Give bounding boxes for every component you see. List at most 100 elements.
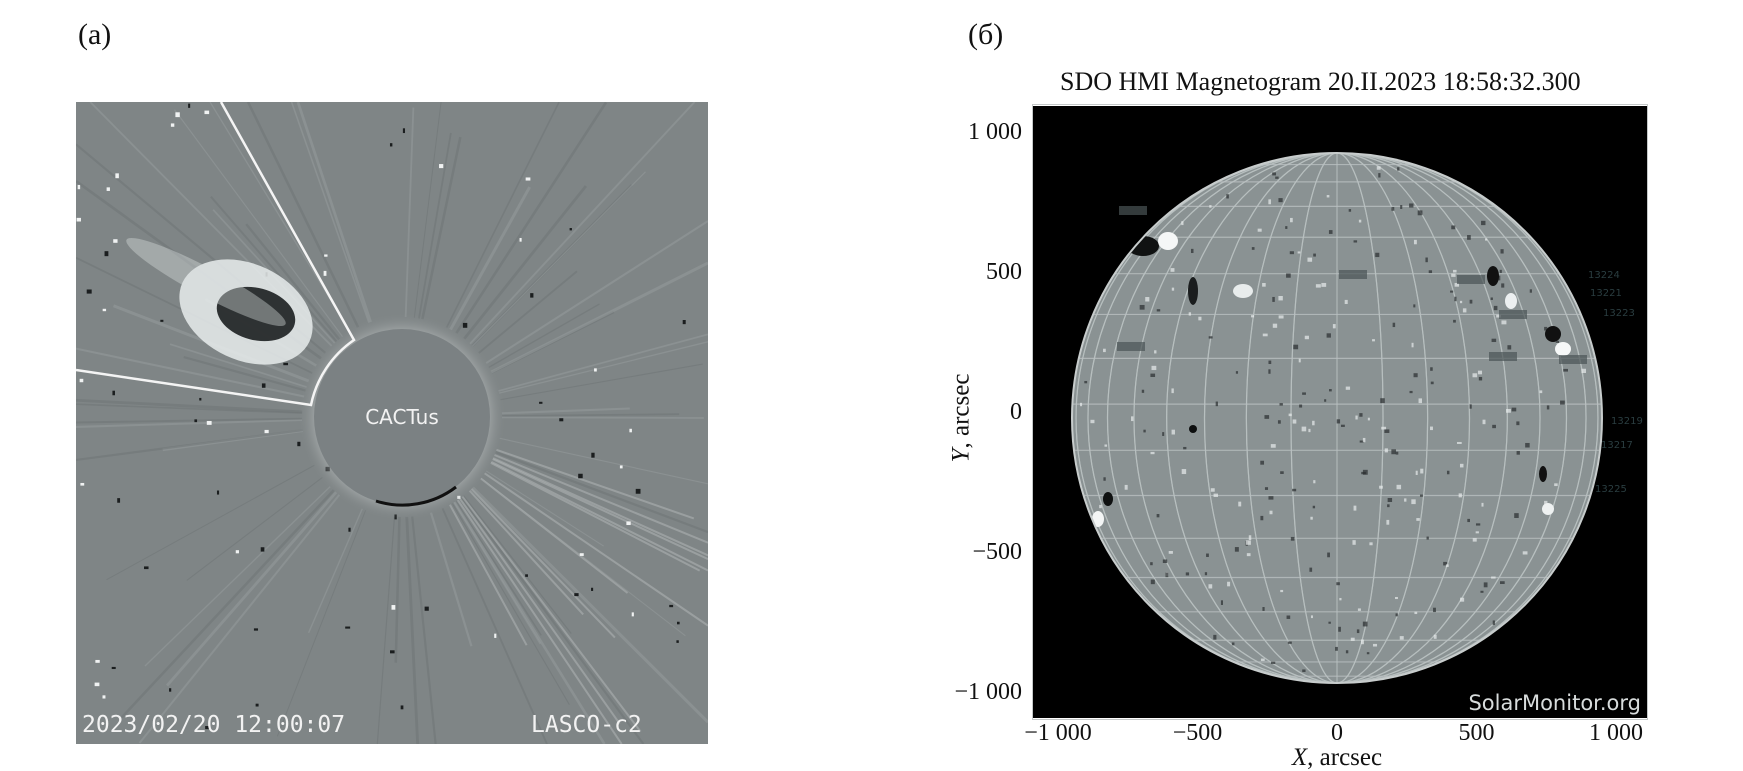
- magnetic-element: [1420, 468, 1424, 474]
- coronal-streak: [459, 497, 621, 725]
- magnetic-element: [1451, 225, 1456, 230]
- magnetic-element: [1511, 407, 1517, 412]
- magnetic-element: [1150, 579, 1155, 585]
- star-speck: [677, 621, 680, 625]
- magnetic-element: [1525, 442, 1530, 448]
- star-speck: [591, 587, 594, 591]
- magnetic-element: [1362, 437, 1366, 443]
- magnetic-element: [1563, 368, 1568, 372]
- heliographic-grid: [1072, 153, 1602, 683]
- star-speck: [205, 726, 210, 730]
- coronal-streak: [484, 472, 708, 627]
- magnetic-element: [1359, 440, 1365, 443]
- magnetic-element: [1453, 269, 1457, 273]
- star-speck: [104, 251, 109, 257]
- magnetic-element: [1208, 584, 1213, 589]
- star-speck: [391, 605, 396, 610]
- magnetic-element: [1369, 542, 1373, 546]
- magnetic-element: [1392, 322, 1396, 328]
- magnetic-element: [1469, 404, 1472, 409]
- hmi-magnetogram-plot: 13224 13221 13223 13219 13217 13225 SolarMoni…: [1033, 106, 1647, 718]
- magnetic-element: [1413, 239, 1417, 245]
- magnetic-element: [1297, 251, 1301, 254]
- active-region-label-box: [1489, 352, 1517, 361]
- star-speck: [76, 217, 81, 222]
- magnetic-element: [1286, 615, 1291, 619]
- magnetic-element: [1395, 613, 1398, 617]
- magnetic-element: [1162, 559, 1168, 563]
- x-axis-variable: X: [1291, 744, 1308, 771]
- magnetic-element: [1302, 392, 1306, 395]
- active-region-label-box: [1339, 270, 1367, 279]
- magnetic-element: [1555, 340, 1560, 344]
- star-speck: [323, 270, 327, 276]
- active-region-spot: [1188, 277, 1198, 305]
- star-speck: [578, 473, 583, 479]
- magnetic-element: [1162, 432, 1165, 436]
- star-speck: [77, 184, 81, 190]
- magnetic-element: [1514, 513, 1519, 519]
- magnetic-element: [1413, 304, 1416, 308]
- magnetic-element: [1156, 514, 1160, 518]
- magnetic-element: [1397, 167, 1400, 171]
- y-tick-label: 500: [986, 259, 1022, 285]
- magnetic-element: [1359, 413, 1363, 417]
- star-speck: [626, 521, 631, 526]
- magnetic-element: [1491, 576, 1496, 579]
- coronal-streak: [469, 102, 696, 345]
- magnetic-element: [1340, 424, 1345, 427]
- magnetic-element: [1430, 381, 1434, 385]
- magnetic-element: [1516, 451, 1520, 455]
- magnetic-element: [1338, 626, 1341, 632]
- star-speck: [324, 254, 328, 257]
- coronal-streak: [451, 503, 570, 705]
- magnetic-element: [1459, 300, 1463, 304]
- magnetic-element: [1171, 429, 1175, 435]
- limb: [1071, 152, 1603, 684]
- star-speck: [424, 606, 429, 611]
- magnetic-element: [1208, 336, 1213, 339]
- magnetic-element: [1326, 195, 1330, 198]
- magnetic-element: [1103, 477, 1106, 481]
- star-speck: [115, 173, 119, 179]
- active-region-label: 13217: [1601, 440, 1633, 451]
- magnetic-element: [1456, 441, 1462, 444]
- magnetic-element: [1304, 335, 1309, 340]
- magnetic-element: [1433, 607, 1436, 613]
- magnetic-element: [1478, 376, 1483, 381]
- magnetic-element: [1417, 210, 1423, 216]
- star-speck: [676, 640, 679, 643]
- magnetic-element: [1430, 367, 1433, 371]
- magnetic-element: [1231, 642, 1235, 646]
- magnetic-element: [1150, 451, 1155, 455]
- active-region-spot: [1487, 266, 1499, 286]
- coronal-streak: [144, 486, 331, 667]
- coronal-streak: [186, 477, 323, 581]
- active-region-spot: [1545, 326, 1561, 342]
- magnetic-element: [1329, 389, 1332, 392]
- meridian-line: [1133, 153, 1541, 683]
- magnetic-element: [1272, 172, 1277, 176]
- x-axis-label: X, arcsec: [1292, 745, 1382, 770]
- magnetic-element: [1257, 228, 1262, 232]
- magnetic-element: [1485, 238, 1488, 241]
- magnetic-element: [1425, 257, 1428, 263]
- magnetic-element: [1472, 373, 1478, 378]
- timestamp-overlay: 2023/02/20 12:00:07: [82, 712, 345, 738]
- magnetic-element: [1293, 344, 1299, 350]
- active-region-spot: [1103, 492, 1113, 506]
- magnetic-element: [1328, 230, 1333, 234]
- coronal-streak: [478, 270, 578, 354]
- magnetic-element: [1353, 505, 1357, 511]
- star-speck: [204, 110, 210, 115]
- magnetic-element: [1492, 424, 1496, 429]
- star-speck: [439, 164, 444, 169]
- magnetic-element: [1269, 510, 1273, 515]
- magnetic-element: [1209, 205, 1212, 208]
- coronal-streak: [169, 343, 307, 388]
- magnetic-element: [1507, 345, 1512, 350]
- magnetic-element: [1260, 658, 1265, 661]
- active-region-label: 13223: [1603, 308, 1635, 319]
- active-region-labels: 13224 13221 13223 13219 13217 13225: [1117, 206, 1643, 495]
- magnetic-element: [1156, 309, 1161, 312]
